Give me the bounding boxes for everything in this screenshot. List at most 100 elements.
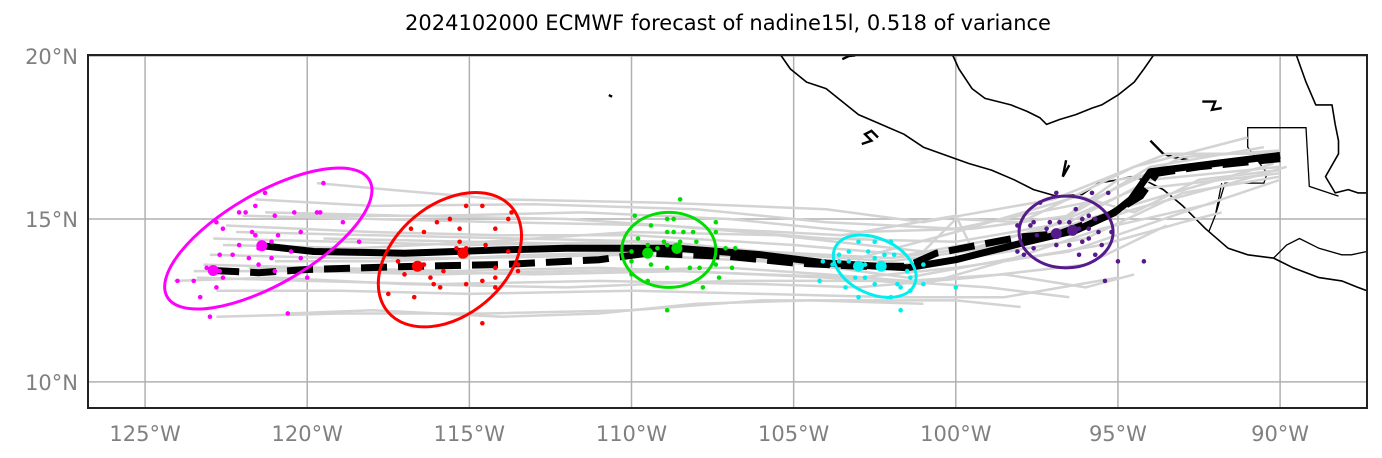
ensemble-position-point	[645, 242, 651, 248]
mean-position-marker	[457, 247, 469, 259]
ensemble-position-point	[191, 278, 197, 284]
ensemble-position-point	[253, 232, 258, 238]
plot-frame	[87, 54, 1368, 409]
ensemble-track	[287, 299, 924, 318]
mean-position-marker	[1067, 224, 1079, 236]
ensemble-position-point	[681, 229, 686, 235]
ensemble-position-point	[1021, 252, 1027, 258]
ensemble-position-point	[898, 285, 903, 290]
ensemble-position-point	[243, 210, 248, 215]
ensemble-position-point	[493, 265, 498, 271]
mean-position-marker	[671, 242, 683, 254]
ensemble-position-point	[236, 210, 242, 215]
ensemble-position-point	[275, 232, 281, 238]
ensemble-position-point	[1076, 252, 1082, 258]
ensemble-position-point	[836, 259, 842, 264]
ensemble-track	[193, 266, 1135, 289]
ensemble-position-point	[1141, 259, 1147, 264]
ensemble-position-point	[846, 259, 852, 264]
y-tick-label: 10°N	[25, 371, 78, 395]
x-tick-label: 90°W	[1251, 422, 1309, 446]
ensemble-position-point	[505, 216, 511, 222]
ensemble-position-point	[891, 252, 897, 258]
ensemble-position-point	[463, 281, 469, 287]
ensemble-position-point	[817, 278, 822, 284]
cluster-day5	[1015, 190, 1147, 284]
ensemble-position-point	[687, 265, 693, 271]
ensemble-position-point	[217, 252, 222, 258]
mean-position-marker	[642, 247, 654, 259]
ensemble-position-point	[269, 239, 274, 245]
ensemble-position-point	[505, 249, 511, 254]
chart-title: 2024102000 ECMWF forecast of nadine15l, …	[405, 11, 1051, 35]
ensemble-position-point	[846, 249, 852, 254]
ensemble-position-point	[732, 245, 738, 251]
ensemble-position-point	[690, 229, 696, 235]
y-tick-label: 15°N	[25, 208, 78, 232]
ensemble-position-point	[480, 203, 485, 209]
ensemble-position-point	[493, 275, 498, 280]
ensemble-position-point	[908, 275, 913, 280]
ensemble-position-point	[661, 239, 667, 245]
ensemble-position-point	[454, 245, 459, 251]
ensemble-position-point	[1086, 213, 1092, 218]
x-tick-label: 100°W	[920, 422, 992, 446]
ensemble-position-point	[677, 197, 683, 202]
ensemble-position-point	[230, 252, 235, 258]
ensemble-position-point	[314, 210, 320, 215]
ensemble-position-point	[304, 275, 310, 280]
ensemble-position-point	[648, 223, 654, 228]
ensemble-position-point	[856, 239, 861, 245]
ensemble-position-point	[1028, 223, 1033, 228]
ensemble-position-point	[632, 213, 638, 218]
ensemble-position-point	[1015, 249, 1020, 254]
ensemble-position-point	[872, 281, 878, 287]
ensemble-position-point	[1102, 278, 1108, 284]
coastline	[1295, 55, 1367, 194]
ensemble-position-point	[1115, 259, 1121, 264]
ensemble-position-point	[204, 265, 209, 271]
x-tick-label: 110°W	[596, 422, 668, 446]
ensemble-position-point	[664, 242, 670, 248]
ensemble-position-point	[483, 242, 488, 248]
x-tick-label: 105°W	[758, 422, 830, 446]
uncertainty-ellipse	[831, 233, 918, 299]
ensemble-position-point	[655, 245, 660, 251]
ensemble-position-point	[480, 320, 485, 326]
ensemble-position-point	[1054, 190, 1059, 196]
ensemble-track	[265, 155, 1248, 250]
ensemble-position-point	[648, 262, 654, 267]
ensemble-position-point	[921, 281, 926, 287]
ensemble-position-point	[694, 239, 699, 245]
ensemble-position-point	[298, 255, 304, 261]
ensemble-position-point	[953, 285, 959, 290]
cluster-day4	[817, 233, 959, 313]
coastline	[951, 55, 1155, 126]
ensemble-position-point	[1079, 239, 1085, 245]
ensemble-track	[222, 136, 1249, 253]
ensemble-position-point	[356, 239, 362, 245]
forecast-day-clusters	[163, 166, 1147, 329]
ensemble-position-point	[713, 229, 719, 235]
mean-position-marker	[1050, 228, 1062, 240]
uncertainty-ellipse	[376, 190, 524, 329]
ensemble-position-point	[664, 229, 670, 235]
ensemble-position-point	[862, 275, 868, 280]
ensemble-position-point	[197, 294, 203, 300]
ensemble-position-point	[236, 242, 242, 248]
ensemble-position-point	[1105, 190, 1111, 196]
ensemble-position-point	[1092, 252, 1098, 258]
ensemble-position-point	[677, 239, 683, 245]
ensemble-position-point	[921, 262, 926, 267]
cluster-day2	[376, 190, 524, 329]
ensemble-position-point	[872, 255, 878, 261]
ensemble-position-point	[321, 180, 326, 186]
ensemble-position-point	[713, 219, 719, 225]
x-tick-label: 125°W	[109, 422, 181, 446]
ensemble-position-point	[214, 285, 219, 290]
ensemble-position-point	[457, 239, 462, 245]
ensemble-position-point	[434, 219, 440, 225]
ensemble-position-point	[1044, 226, 1049, 232]
ensemble-track	[216, 276, 1119, 299]
ensemble-position-point	[437, 285, 443, 290]
